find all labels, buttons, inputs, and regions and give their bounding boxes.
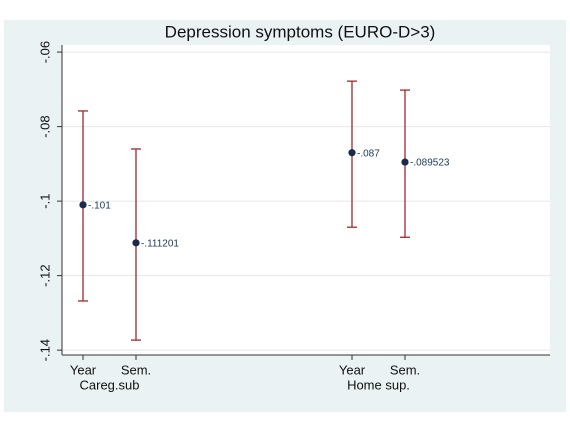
- point: [401, 158, 409, 166]
- group-label: Home sup.: [347, 377, 410, 392]
- data-label: -.111201: [141, 238, 179, 249]
- point: [132, 239, 140, 247]
- data-label: -.087: [357, 148, 380, 159]
- data-label: -.101: [88, 200, 111, 211]
- group-label: Careg.sub: [80, 377, 140, 392]
- y-tick-label: -.12: [37, 264, 52, 286]
- y-tick-label: -.08: [37, 115, 52, 137]
- x-tick-label: Sem.: [390, 362, 420, 377]
- y-tick-label: -.06: [37, 41, 52, 63]
- plot-region: [62, 45, 550, 355]
- x-tick-label: Year: [70, 362, 97, 377]
- x-tick-label: Sem.: [121, 362, 151, 377]
- y-tick-label: -.1: [37, 194, 52, 209]
- x-tick-label: Year: [339, 362, 366, 377]
- data-label: -.089523: [410, 158, 450, 169]
- y-tick-label: -.14: [37, 339, 52, 361]
- point: [79, 201, 87, 209]
- chart-title: Depression symptoms (EURO-D>3): [165, 22, 436, 41]
- point: [348, 149, 356, 157]
